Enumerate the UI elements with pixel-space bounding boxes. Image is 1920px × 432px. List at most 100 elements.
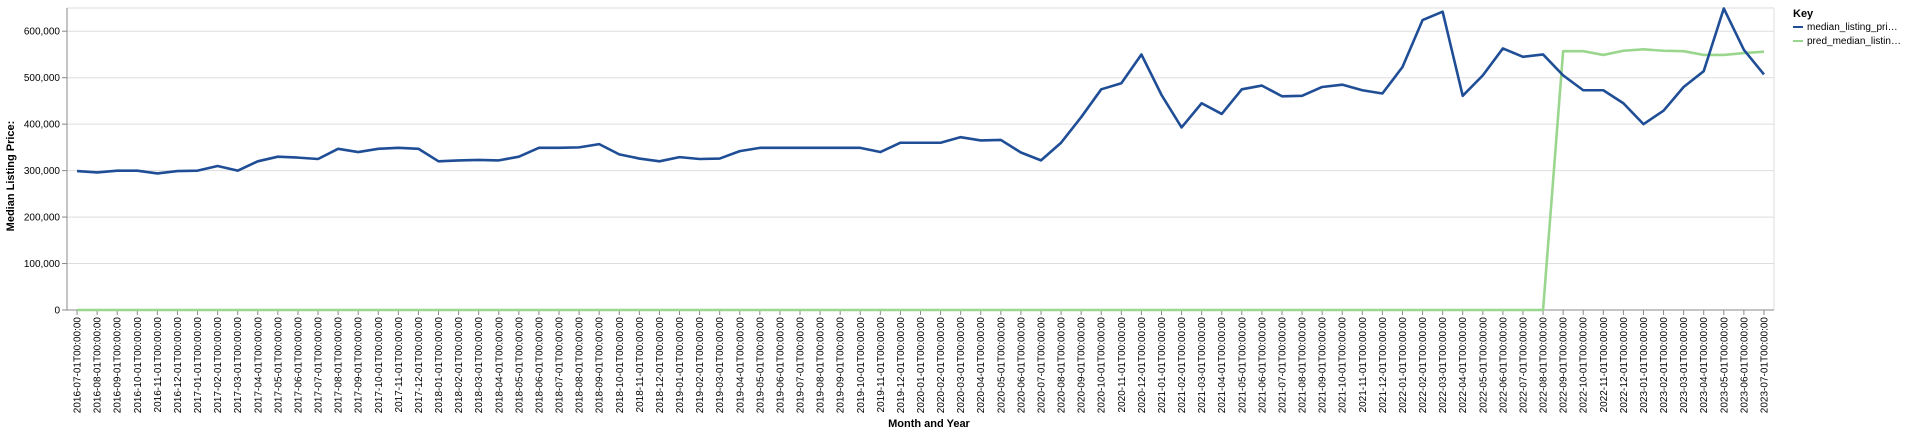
x-tick-label: 2020-01-01T00:00:00 [916, 317, 927, 414]
x-tick-label: 2020-02-01T00:00:00 [936, 317, 947, 414]
x-tick-label: 2019-05-01T00:00:00 [755, 317, 766, 414]
x-tick-label: 2021-06-01T00:00:00 [1257, 317, 1268, 414]
x-tick-label: 2016-07-01T00:00:00 [73, 317, 84, 414]
x-tick-label: 2020-10-01T00:00:00 [1097, 317, 1108, 414]
x-tick-label: 2016-10-01T00:00:00 [133, 317, 144, 414]
x-tick-label: 2021-09-01T00:00:00 [1318, 317, 1329, 414]
x-tick-label: 2022-09-01T00:00:00 [1559, 317, 1570, 414]
x-tick-label: 2018-12-01T00:00:00 [655, 317, 666, 414]
x-tick-label: 2018-04-01T00:00:00 [494, 317, 505, 414]
y-axis: 0 100,000 200,000 300,000 400,000 500,000 600,… [24, 8, 68, 317]
x-tick-label: 2022-02-01T00:00:00 [1418, 317, 1429, 414]
x-tick-label: 2021-04-01T00:00:00 [1217, 317, 1228, 414]
x-tick-label: 2017-05-01T00:00:00 [273, 317, 284, 414]
x-tick-label: 2017-12-01T00:00:00 [414, 317, 425, 414]
x-tick-label: 2017-10-01T00:00:00 [374, 317, 385, 414]
x-tick-label: 2020-11-01T00:00:00 [1117, 317, 1128, 413]
x-tick-label: 2019-10-01T00:00:00 [856, 317, 867, 414]
y-tick-label: 500,000 [24, 73, 61, 84]
x-tick-label: 2022-11-01T00:00:00 [1599, 317, 1610, 413]
x-tick-label: 2021-05-01T00:00:00 [1237, 317, 1248, 414]
x-tick-label: 2021-11-01T00:00:00 [1358, 317, 1369, 413]
x-tick-label: 2022-07-01T00:00:00 [1518, 317, 1529, 414]
x-tick-label: 2017-04-01T00:00:00 [253, 317, 264, 414]
y-tick-label: 300,000 [24, 166, 61, 177]
x-tick-label: 2020-12-01T00:00:00 [1137, 317, 1148, 414]
x-tick-label: 2016-08-01T00:00:00 [93, 317, 104, 414]
x-axis: 2016-07-01T00:00:00 2016-08-01T00:00:00 20… [67, 309, 1774, 414]
x-tick-label: 2017-08-01T00:00:00 [334, 317, 345, 414]
x-tick-label: 2023-05-01T00:00:00 [1719, 317, 1730, 414]
x-tick-label: 2018-06-01T00:00:00 [534, 317, 545, 414]
x-tick-label: 2023-02-01T00:00:00 [1659, 317, 1670, 414]
series-line-median-listing-price [76, 7, 1765, 175]
x-tick-label: 2017-09-01T00:00:00 [354, 317, 365, 414]
x-tick-label: 2019-04-01T00:00:00 [735, 317, 746, 414]
x-tick-label: 2020-03-01T00:00:00 [956, 317, 967, 414]
x-tick-label: 2018-10-01T00:00:00 [615, 317, 626, 414]
x-tick-label: 2018-01-01T00:00:00 [434, 317, 445, 414]
x-tick-label: 2018-07-01T00:00:00 [555, 317, 566, 414]
x-tick-label: 2019-07-01T00:00:00 [796, 317, 807, 414]
y-tick-label: 0 [54, 306, 60, 317]
x-tick-label: 2021-12-01T00:00:00 [1378, 317, 1389, 414]
x-tick-label: 2022-01-01T00:00:00 [1398, 317, 1409, 414]
x-tick-label: 2017-07-01T00:00:00 [314, 317, 325, 414]
x-tick-label: 2019-03-01T00:00:00 [715, 317, 726, 414]
y-tick-label: 600,000 [24, 27, 61, 38]
y-axis-title: Median Listing Price: [5, 121, 17, 232]
legend: Key median_listing_pri… pred_median_listi… [1793, 8, 1901, 47]
x-tick-label: 2017-02-01T00:00:00 [213, 317, 224, 414]
x-tick-label: 2017-01-01T00:00:00 [193, 317, 204, 414]
x-tick-label: 2023-04-01T00:00:00 [1699, 317, 1710, 414]
x-tick-label: 2022-06-01T00:00:00 [1498, 317, 1509, 414]
x-tick-label: 2020-08-01T00:00:00 [1057, 317, 1068, 414]
x-tick-label: 2021-08-01T00:00:00 [1298, 317, 1309, 414]
x-tick-label: 2019-06-01T00:00:00 [775, 317, 786, 414]
x-tick-label: 2016-09-01T00:00:00 [113, 317, 124, 414]
x-tick-label: 2019-01-01T00:00:00 [675, 317, 686, 414]
x-tick-label: 2020-05-01T00:00:00 [996, 317, 1007, 414]
x-tick-label: 2021-10-01T00:00:00 [1338, 317, 1349, 414]
x-tick-label: 2023-07-01T00:00:00 [1759, 317, 1770, 414]
x-tick-label: 2023-01-01T00:00:00 [1639, 317, 1650, 414]
x-tick-label: 2019-02-01T00:00:00 [695, 317, 706, 414]
x-tick-label: 2016-11-01T00:00:00 [153, 317, 164, 413]
y-tick-label: 400,000 [24, 120, 61, 131]
x-tick-label: 2019-09-01T00:00:00 [836, 317, 847, 414]
x-tick-label: 2020-04-01T00:00:00 [976, 317, 987, 414]
x-tick-label: 2022-04-01T00:00:00 [1458, 317, 1469, 414]
x-tick-label: 2018-03-01T00:00:00 [474, 317, 485, 414]
x-tick-label: 2018-05-01T00:00:00 [514, 317, 525, 414]
x-tick-label: 2021-03-01T00:00:00 [1197, 317, 1208, 414]
legend-title: Key [1793, 8, 1814, 20]
x-tick-label: 2020-09-01T00:00:00 [1077, 317, 1088, 414]
gridlines [67, 7, 1775, 310]
x-axis-title: Month and Year [888, 418, 970, 430]
x-tick-label: 2022-08-01T00:00:00 [1539, 317, 1550, 414]
series-layer [76, 7, 1765, 312]
x-tick-label: 2021-02-01T00:00:00 [1177, 317, 1188, 414]
x-tick-label: 2023-03-01T00:00:00 [1679, 317, 1690, 414]
x-tick-label: 2018-09-01T00:00:00 [595, 317, 606, 414]
x-tick-label: 2020-06-01T00:00:00 [1016, 317, 1027, 414]
x-tick-label: 2022-10-01T00:00:00 [1579, 317, 1590, 414]
x-tick-label: 2019-12-01T00:00:00 [896, 317, 907, 414]
x-tick-label: 2018-08-01T00:00:00 [575, 317, 586, 414]
x-tick-label: 2023-06-01T00:00:00 [1739, 317, 1750, 414]
x-tick-label: 2016-12-01T00:00:00 [173, 317, 184, 414]
x-tick-label: 2018-02-01T00:00:00 [454, 317, 465, 414]
series-line-pred-median-listing-price [77, 48, 1765, 312]
x-tick-label: 2021-07-01T00:00:00 [1277, 317, 1288, 414]
x-tick-label: 2022-12-01T00:00:00 [1619, 317, 1630, 414]
x-tick-label: 2022-05-01T00:00:00 [1478, 317, 1489, 414]
y-tick-label: 200,000 [24, 213, 61, 224]
x-tick-label: 2019-11-01T00:00:00 [876, 317, 887, 413]
x-tick-label: 2022-03-01T00:00:00 [1438, 317, 1449, 414]
x-tick-label: 2021-01-01T00:00:00 [1157, 317, 1168, 414]
x-tick-label: 2018-11-01T00:00:00 [635, 317, 646, 413]
y-tick-label: 100,000 [24, 259, 61, 270]
x-tick-label: 2019-08-01T00:00:00 [816, 317, 827, 414]
legend-label: pred_median_listin… [1807, 36, 1901, 47]
